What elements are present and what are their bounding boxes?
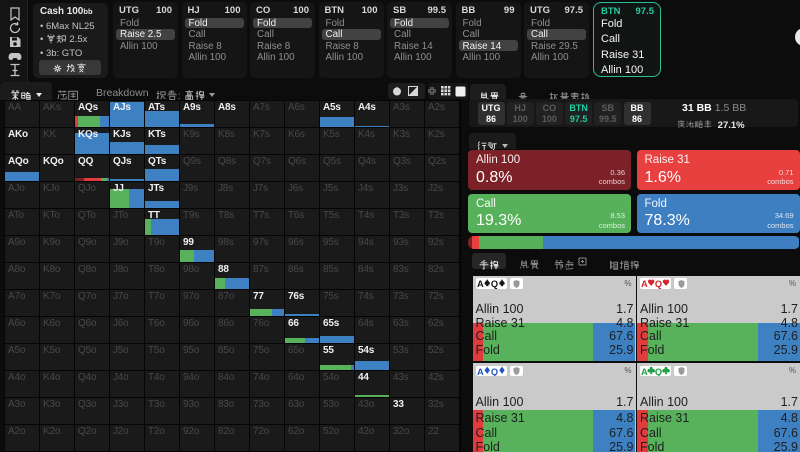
svg-text:A: A (477, 279, 484, 289)
svg-text:A: A (477, 366, 484, 376)
svg-text:A: A (641, 366, 648, 376)
svg-text:A: A (641, 279, 648, 289)
svg-text:Q: Q (655, 366, 662, 376)
svg-text:Q: Q (655, 279, 662, 289)
svg-text:Q: Q (490, 366, 497, 376)
svg-text:Q: Q (490, 279, 497, 289)
